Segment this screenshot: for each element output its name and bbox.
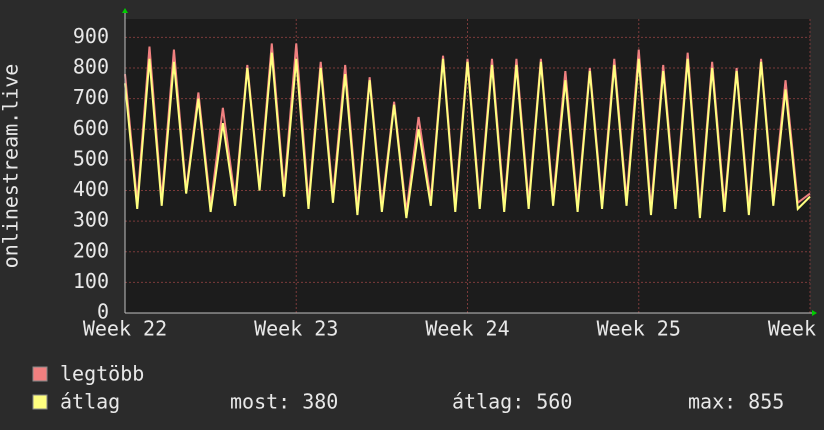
y-tick-label: 900 — [73, 24, 109, 48]
y-tick-label: 800 — [73, 55, 109, 79]
legend-label: legtöbb — [60, 362, 144, 386]
y-tick-label: 400 — [73, 177, 109, 201]
x-tick-label: Week 26 — [768, 317, 824, 341]
x-tick-label: Week 24 — [425, 317, 509, 341]
y-tick-label: 100 — [73, 269, 109, 293]
y-tick-label: 0 — [97, 300, 109, 324]
stat-value: 380 — [302, 390, 338, 414]
legend-swatch — [32, 366, 48, 382]
stat-value: 560 — [536, 390, 572, 414]
y-tick-label: 700 — [73, 85, 109, 109]
x-tick-label: Week 23 — [254, 317, 338, 341]
x-tick-label: Week 22 — [83, 317, 167, 341]
stat-label: most: — [230, 390, 290, 414]
stat-label: átlag: — [452, 390, 524, 414]
y-tick-label: 300 — [73, 208, 109, 232]
y-tick-label: 500 — [73, 146, 109, 170]
series-line — [124, 52, 811, 219]
y-axis-arrow — [122, 8, 128, 13]
x-tick-label: Week 25 — [597, 317, 681, 341]
legend-swatch — [32, 394, 48, 410]
stat-label: max: — [688, 390, 736, 414]
y-tick-label: 200 — [73, 238, 109, 262]
y-axis-label: onlinestream.live — [0, 64, 23, 269]
y-tick-label: 600 — [73, 116, 109, 140]
x-axis-arrow — [812, 310, 817, 316]
stat-value: 855 — [748, 390, 784, 414]
legend-label: átlag — [60, 390, 120, 414]
